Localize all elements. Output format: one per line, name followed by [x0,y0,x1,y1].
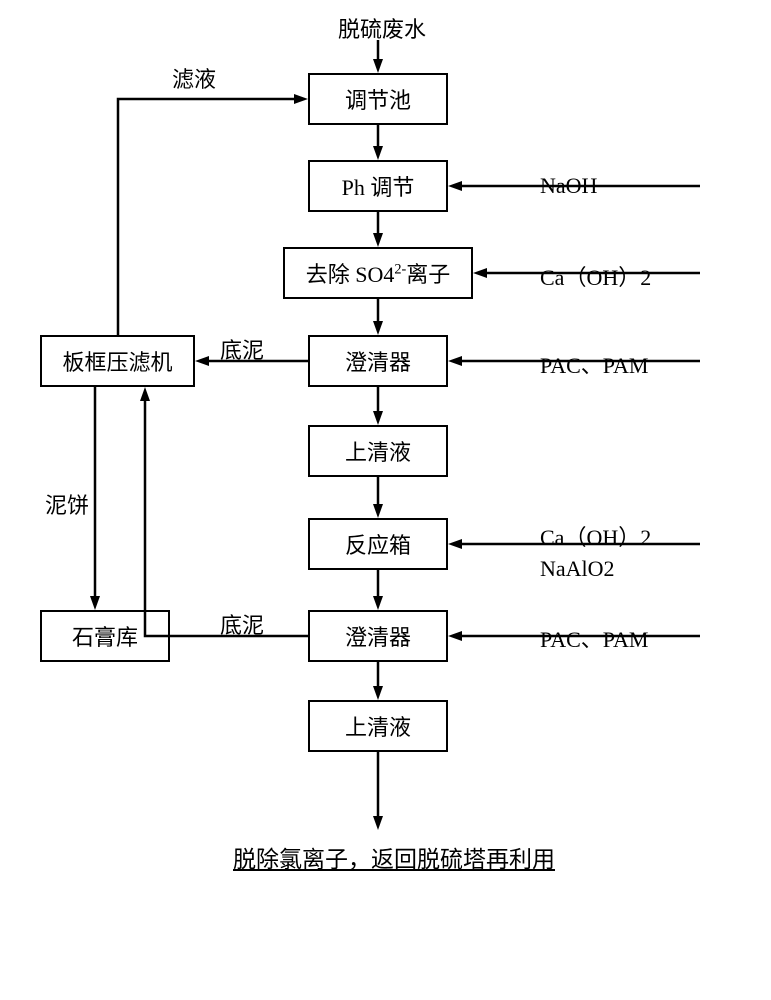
node-label: Ph 调节 [342,170,415,202]
arrowhead-sup2-out [373,816,383,830]
label-mudcake: 泥饼 [45,488,89,520]
node-supernatant-1: 上清液 [308,425,448,477]
node-label: 澄清器 [345,345,411,377]
node-label: 上清液 [345,710,411,742]
node-label: 调节池 [345,83,411,115]
arrowhead-sup1-react [373,504,383,518]
label-naoh: NaOH [540,173,597,199]
arrowhead-clar1-sup1 [373,411,383,425]
node-label: 石膏库 [72,620,138,652]
arrowhead-remove-clar1 [373,321,383,335]
arrowhead-in-tank [373,59,383,73]
node-label: 去除 SO42-离子 [306,257,451,289]
arrowhead-react-clar2 [373,596,383,610]
label-filtrate: 滤液 [172,62,216,94]
label-sludge-2: 底泥 [220,608,264,640]
node-filter-press: 板框压滤机 [40,335,195,387]
node-clarifier-2: 澄清器 [308,610,448,662]
edge-press-tank [118,99,294,335]
label-caoh-2: Ca（OH）2 [540,520,651,552]
arrowhead-clar1-press [195,356,209,366]
node-gypsum-store: 石膏库 [40,610,170,662]
arrowhead-press-gypsum [90,596,100,610]
arrowhead-pac2-in [448,631,462,641]
label-caoh-1: Ca（OH）2 [540,260,651,292]
arrowhead-clar2-press [140,387,150,401]
label-pac-2: PAC、PAM [540,622,648,654]
arrowhead-press-tank [294,94,308,104]
edge-clar2-press [145,401,308,636]
arrowhead-pac1-in [448,356,462,366]
node-clarifier-1: 澄清器 [308,335,448,387]
arrowhead-caoh2-in [448,539,462,549]
node-reaction-tank: 反应箱 [308,518,448,570]
label-final-output: 脱除氯离子，返回脱硫塔再利用 [233,840,555,874]
label-pac-1: PAC、PAM [540,348,648,380]
flowchart-canvas: 调节池 Ph 调节 去除 SO42-离子 澄清器 上清液 反应箱 澄清器 上清液… [0,0,771,1000]
node-ph-adjust: Ph 调节 [308,160,448,212]
node-label: 澄清器 [345,620,411,652]
node-label: 上清液 [345,435,411,467]
node-remove-so4: 去除 SO42-离子 [283,247,473,299]
label-naalo2: NaAlO2 [540,556,615,582]
node-supernatant-2: 上清液 [308,700,448,752]
arrowhead-tank-ph [373,146,383,160]
node-label: 板框压滤机 [62,345,172,377]
arrowhead-clar2-sup2 [373,686,383,700]
node-regulating-tank: 调节池 [308,73,448,125]
label-input: 脱硫废水 [338,12,426,44]
arrowhead-naoh-in [448,181,462,191]
arrowhead-caoh1-in [473,268,487,278]
node-label: 反应箱 [345,528,411,560]
label-sludge-1: 底泥 [220,333,264,365]
arrowhead-ph-remove [373,233,383,247]
